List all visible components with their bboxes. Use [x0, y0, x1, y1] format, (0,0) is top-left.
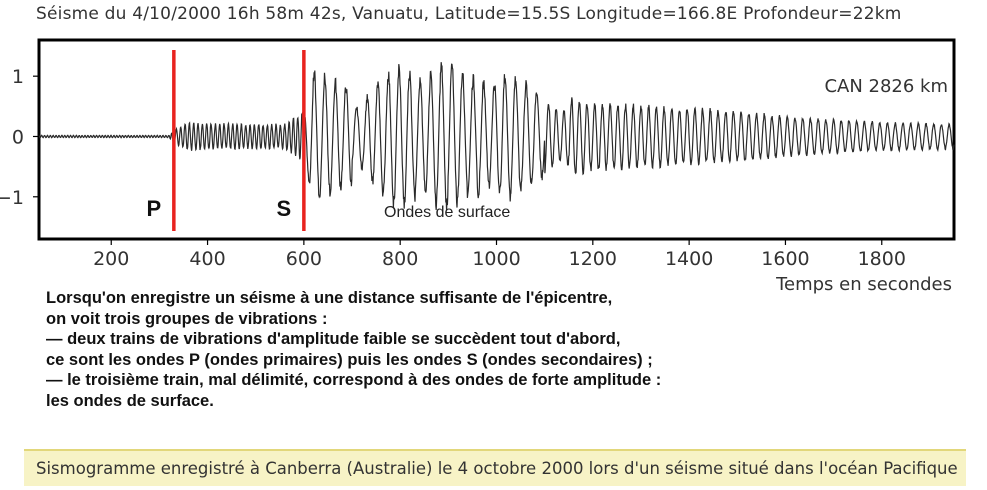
explanation-line: Lorsqu'on enregistre un séisme à une dis…: [46, 289, 613, 307]
x-tick-label: 800: [382, 248, 418, 270]
explanation-line: — le troisième train, mal délimité, corr…: [46, 371, 662, 389]
y-tick-label: 0: [12, 126, 24, 148]
x-tick-label: 400: [189, 248, 225, 270]
x-tick-label: 1400: [665, 248, 713, 270]
explanation-line: les ondes de surface.: [46, 391, 214, 410]
surface-waves-annotation: Ondes de surface: [384, 204, 510, 221]
station-label: CAN 2826 km: [824, 76, 948, 97]
explanation-line: on voit trois groupes de vibrations :: [46, 309, 328, 328]
chart-title: Séisme du 4/10/2000 16h 58m 42s, Vanuatu…: [36, 4, 902, 24]
p-wave-label: P: [146, 196, 161, 221]
explanation-line: — deux trains de vibrations d'amplitude …: [46, 330, 621, 348]
x-tick-label: 1000: [472, 248, 520, 270]
figure-caption: Sismogramme enregistré à Canberra (Austr…: [24, 449, 966, 486]
x-axis-label: Temps en secondes: [775, 274, 952, 295]
s-wave-label: S: [277, 196, 292, 221]
x-tick-label: 1800: [858, 248, 906, 270]
explanation-line: ce sont les ondes P (ondes primaires) pu…: [46, 350, 653, 369]
y-tick-label: −1: [0, 187, 24, 209]
explanation-text: Lorsqu'on enregistre un séisme à une dis…: [46, 288, 806, 411]
x-tick-label: 1200: [569, 248, 617, 270]
x-tick-label: 200: [93, 248, 129, 270]
x-tick-label: 600: [286, 248, 322, 270]
y-tick-label: 1: [12, 66, 24, 88]
x-tick-label: 1600: [761, 248, 809, 270]
seismogram-trace: [38, 62, 955, 211]
